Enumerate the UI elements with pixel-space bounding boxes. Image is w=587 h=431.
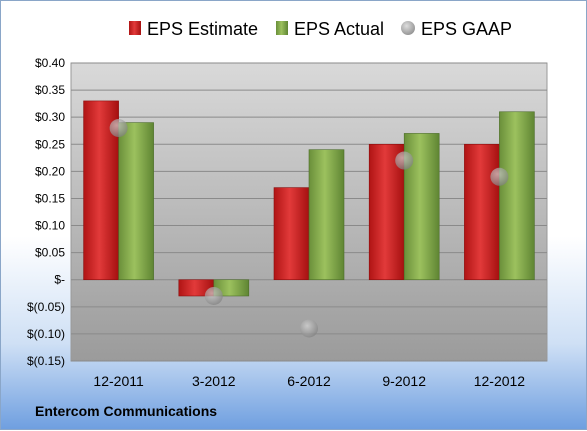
bars <box>83 100 535 297</box>
legend-swatch-gaap <box>401 21 415 35</box>
gaap-points <box>109 119 509 338</box>
bar-eps-estimate <box>273 187 310 281</box>
x-tick-label: 3-2012 <box>192 373 236 389</box>
company-name: Entercom Communications <box>35 403 218 419</box>
y-tick-label: $(0.05) <box>27 300 65 314</box>
y-tick-label: $0.25 <box>35 137 65 151</box>
point-eps-gaap <box>395 151 414 170</box>
y-tick-label: $(0.15) <box>27 354 65 368</box>
legend-label-estimate: EPS Estimate <box>147 19 258 39</box>
point-eps-gaap <box>300 319 318 338</box>
legend-item-estimate: EPS Estimate <box>129 19 258 39</box>
legend-item-actual: EPS Actual <box>276 19 384 39</box>
legend-label-gaap: EPS GAAP <box>421 19 512 39</box>
legend-swatch-estimate <box>129 21 141 35</box>
legend-label-actual: EPS Actual <box>294 19 384 39</box>
legend-swatch-actual <box>276 21 288 35</box>
x-tick-label: 6-2012 <box>287 373 331 389</box>
y-tick-label: $0.35 <box>35 83 65 97</box>
point-eps-gaap <box>490 167 509 186</box>
point-eps-gaap <box>204 286 223 305</box>
y-tick-label: $0.20 <box>35 164 65 178</box>
legend: EPS Estimate EPS Actual EPS GAAP <box>129 19 512 39</box>
y-tick-label: $0.05 <box>35 246 65 260</box>
bar-eps-actual <box>308 149 345 281</box>
x-tick-label: 12-2012 <box>474 373 526 389</box>
y-tick-label: $0.10 <box>35 219 65 233</box>
y-tick-label: $0.40 <box>35 56 65 70</box>
y-tick-label: $(0.10) <box>27 327 65 341</box>
y-axis: $0.40 $0.35 $0.30 $0.25 $0.20 $0.15 $0.10 $0.05… <box>27 56 65 368</box>
bar-eps-actual <box>499 111 535 281</box>
bar-eps-estimate <box>464 143 500 281</box>
y-tick-label: $- <box>54 273 65 287</box>
y-tick-label: $0.15 <box>35 191 65 205</box>
x-tick-label: 12-2011 <box>93 373 144 389</box>
bar-eps-actual <box>118 122 154 281</box>
y-tick-label: $0.30 <box>35 110 65 124</box>
x-axis: 12-2011 3-2012 6-2012 9-2012 12-2012 <box>93 373 525 389</box>
legend-item-gaap: EPS GAAP <box>401 19 512 39</box>
x-tick-label: 9-2012 <box>382 373 426 389</box>
point-eps-gaap <box>109 119 128 138</box>
